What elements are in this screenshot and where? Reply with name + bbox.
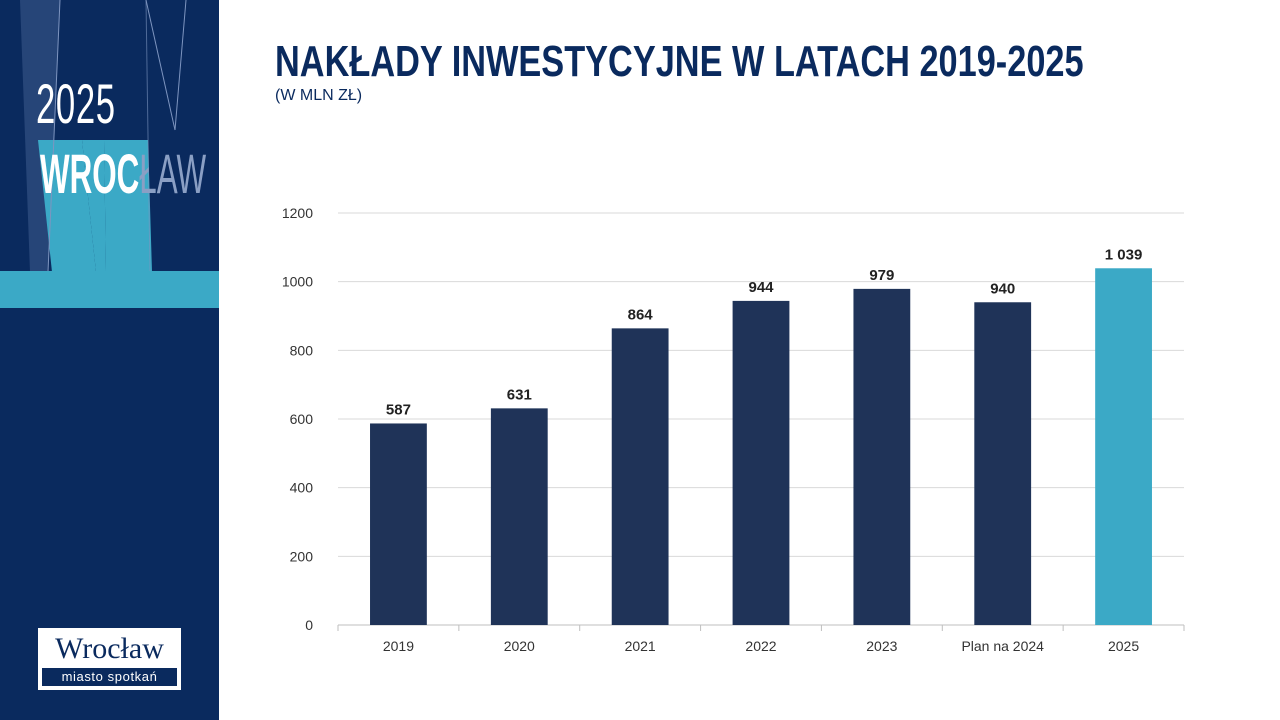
x-tick-label: 2022: [745, 638, 776, 654]
sidebar-year: 2025: [36, 72, 116, 135]
y-tick-label: 400: [290, 480, 314, 496]
bar: [1095, 268, 1152, 625]
bar: [611, 328, 669, 625]
accent-band: [0, 271, 219, 308]
logo-name: Wrocław: [55, 632, 164, 665]
data-label: 979: [869, 267, 894, 284]
data-label: 631: [507, 386, 532, 403]
x-tick-label: 2021: [625, 638, 656, 654]
city-name-part-1: WROC: [40, 142, 140, 205]
bar: [732, 300, 790, 625]
logo-tagline: miasto spotkań: [42, 668, 177, 686]
chart-subtitle: (W MLN ZŁ): [275, 87, 363, 104]
y-tick-label: 200: [290, 548, 314, 564]
data-label: 940: [990, 280, 1015, 297]
x-tick-label: 2025: [1108, 638, 1139, 654]
bar: [490, 408, 548, 625]
city-name-part-2: ŁAW: [139, 142, 207, 205]
sidebar-city-name: WROCŁAW: [40, 144, 206, 204]
bar: [974, 302, 1032, 625]
y-tick-label: 1200: [282, 205, 313, 221]
y-tick-label: 600: [290, 411, 314, 427]
y-tick-label: 800: [290, 342, 314, 358]
bar: [370, 423, 427, 625]
data-label: 587: [386, 401, 411, 418]
data-label: 1 039: [1105, 246, 1143, 263]
sidebar: 2025 WROCŁAW Wrocław miasto spotkań: [0, 0, 219, 720]
x-tick-label: 2023: [866, 638, 897, 654]
x-tick-label: 2020: [504, 638, 535, 654]
wroclaw-logo: Wrocław miasto spotkań: [38, 628, 181, 690]
data-label: 864: [628, 306, 654, 323]
bar: [853, 288, 911, 625]
data-label: 944: [748, 279, 774, 296]
x-tick-label: 2019: [383, 638, 414, 654]
x-tick-label: Plan na 2024: [961, 638, 1044, 654]
y-tick-label: 0: [305, 617, 313, 633]
chart-title: NAKŁADY INWESTYCYJNE W LATACH 2019-2025: [275, 37, 1084, 86]
w-letter-graphic: [20, 0, 187, 273]
y-tick-label: 1000: [282, 274, 313, 290]
